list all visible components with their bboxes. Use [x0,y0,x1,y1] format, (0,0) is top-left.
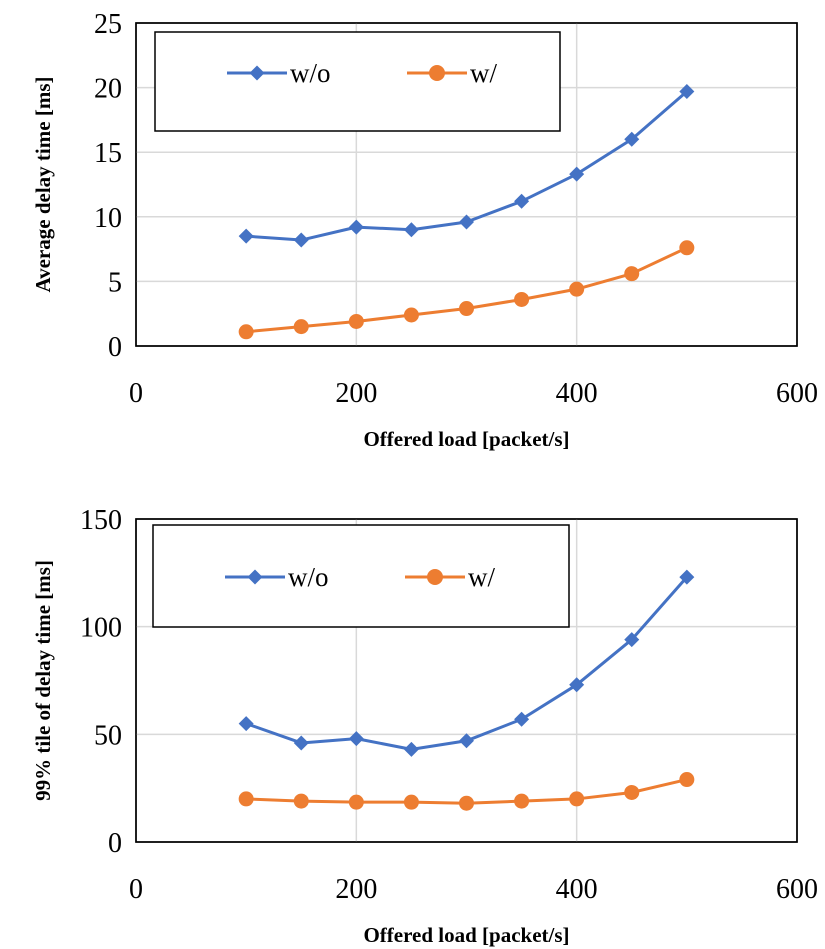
data-point-diamond [679,569,695,585]
legend-label: w/o [288,562,329,592]
data-point-circle [403,794,419,810]
diamond-icon [249,65,265,81]
x-tick-label: 200 [335,874,377,905]
legend-label: w/ [468,562,495,592]
data-point-diamond [569,677,585,693]
data-point-circle [459,301,474,317]
data-point-circle [624,266,640,282]
series-w [238,240,695,340]
legend-label: w/ [470,58,497,88]
legend: w/o w/ [154,31,561,132]
x-tick-label: 400 [556,874,598,905]
y-tick-label: 10 [94,203,122,234]
data-point-circle [238,791,254,807]
y-tick-label: 15 [94,138,122,169]
data-point-diamond [293,232,309,248]
plot-frame [135,22,798,347]
y-tick-label: 100 [80,613,122,644]
series-w [238,772,695,811]
data-point-diamond [293,735,309,751]
y-tick-label: 20 [94,74,122,105]
series-wo [238,83,695,248]
data-point-circle [679,772,695,788]
data-point-circle [293,319,309,335]
data-point-circle [624,784,640,800]
plot-frame [135,518,798,843]
x-axis-title: Offered load [packet/s] [363,427,569,451]
data-point-diamond [403,741,419,757]
data-point-circle [679,240,695,256]
data-point-circle [348,313,364,329]
data-point-circle [459,795,474,811]
legend: w/o w/ [152,524,570,628]
data-point-diamond [679,83,695,99]
circle-icon [427,569,443,585]
x-tick-label: 600 [776,378,818,409]
x-tick-label: 0 [129,378,143,409]
x-axis-title: Offered load [packet/s] [363,923,569,947]
x-tick-label: 0 [129,874,143,905]
chart-1: 0 200 400 600 0 5 10 15 20 25 Offered load [packet… [31,9,818,451]
data-point-diamond [459,733,474,749]
y-axis-title: Average delay time [ms] [31,77,55,293]
legend-box [152,524,570,628]
x-tick-label: 200 [335,378,377,409]
data-point-circle [293,793,309,809]
y-tick-label: 25 [94,9,122,40]
data-point-diamond [514,193,530,209]
x-tick-label: 400 [556,378,598,409]
data-point-circle [569,791,585,807]
legend-label: w/o [290,58,331,88]
data-point-diamond [403,222,419,238]
data-point-diamond [348,731,364,747]
data-point-diamond [348,219,364,235]
data-point-circle [514,793,530,809]
data-point-diamond [624,131,640,147]
data-point-circle [514,291,530,307]
data-point-diamond [238,716,254,732]
data-point-circle [403,307,419,323]
data-point-diamond [514,711,530,727]
data-point-diamond [569,166,585,182]
data-point-diamond [238,228,254,244]
circle-icon [429,65,445,81]
y-tick-label: 150 [80,505,122,536]
legend-box [154,31,561,132]
y-tick-label: 50 [94,720,122,751]
data-point-circle [238,324,254,340]
series-wo [238,569,695,757]
data-point-diamond [624,632,640,648]
data-point-diamond [459,214,474,230]
diamond-icon [247,569,263,585]
y-tick-label: 0 [108,332,122,363]
x-tick-label: 600 [776,874,818,905]
series-line [246,246,688,334]
y-tick-label: 5 [108,267,122,298]
y-tick-label: 0 [108,828,122,859]
chart-2: 0 200 400 600 0 50 100 150 Offered load [packet/… [31,505,818,947]
data-point-circle [348,794,364,810]
y-axis-title: 99% tile of delay time [ms] [31,560,55,801]
data-point-circle [569,281,585,297]
